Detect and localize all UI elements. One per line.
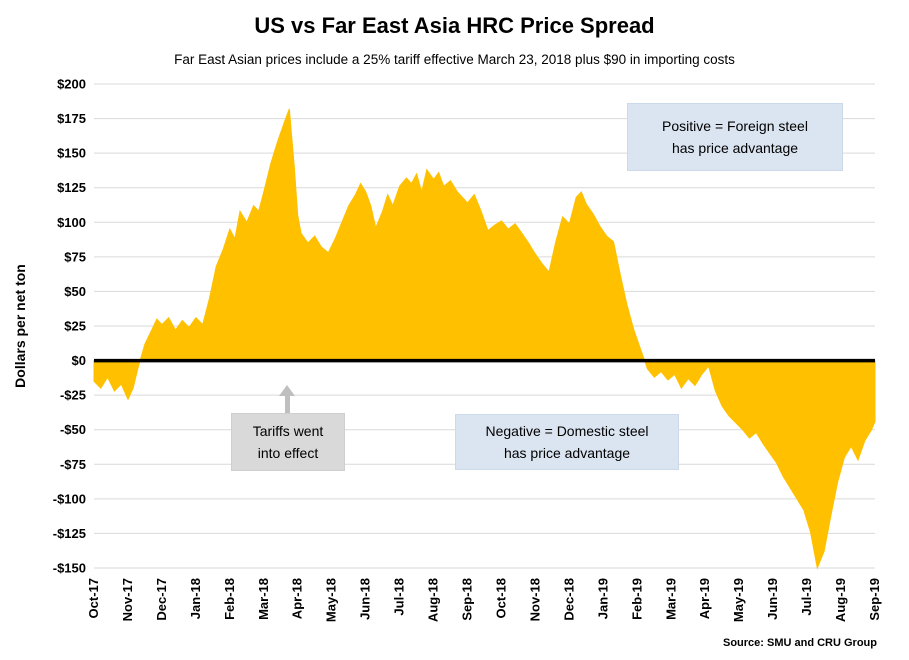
y-tick-label: -$150 [53,561,86,576]
x-tick-label: Dec-17 [154,578,169,621]
y-tick-label: -$50 [60,422,86,437]
positive-annotation-line1: Positive = Foreign steel [662,118,808,134]
positive-annotation-box: Positive = Foreign steel has price advan… [627,103,843,171]
x-tick-label: Jul-18 [392,578,407,616]
tariffs-up-arrow-icon [279,385,295,413]
positive-annotation-line2: has price advantage [671,140,799,156]
x-tick-label: Mar-19 [663,578,678,620]
chart-subtitle: Far East Asian prices include a 25% tari… [174,52,735,67]
arrow-head [279,385,295,396]
y-tick-label: -$25 [60,388,86,403]
y-tick-label: $75 [64,249,86,264]
negative-annotation-line2: has price advantage [503,445,631,461]
y-tick-label: $100 [57,215,86,230]
x-tick-label: Feb-18 [222,578,237,620]
chart-title: US vs Far East Asia HRC Price Spread [254,13,655,38]
x-tick-label: Nov-18 [527,578,542,621]
area-series [93,108,876,570]
x-tick-label: Jan-18 [188,578,203,619]
x-tick-label: Jan-19 [595,578,610,619]
x-tick-label: Jun-19 [765,578,780,620]
x-tick-label: Feb-19 [629,578,644,620]
arrow-stem [284,396,290,413]
x-tick-label: Sep-19 [867,578,882,621]
x-tick-label: Aug-18 [426,578,441,622]
negative-annotation-box: Negative = Domestic steel has price adva… [455,414,679,470]
x-tick-label: Jun-18 [358,578,373,620]
x-tick-label: Mar-18 [256,578,271,620]
x-tick-label: Dec-18 [561,578,576,621]
y-tick-label: -$125 [53,526,86,541]
x-tick-label: May-18 [324,578,339,622]
source-credit: Source: SMU and CRU Group [722,637,877,649]
tariffs-annotation-line2: into effect [257,445,319,461]
x-tick-label: Sep-18 [460,578,475,621]
x-tick-label: Apr-18 [290,578,305,619]
y-tick-label: $25 [64,319,86,334]
y-axis-title: Dollars per net ton [12,264,28,388]
tariffs-annotation-box: Tariffs went into effect [231,413,345,471]
x-tick-label: Apr-19 [697,578,712,619]
negative-annotation-line1: Negative = Domestic steel [485,423,649,439]
y-tick-label: $0 [72,353,86,368]
x-tick-label: Jul-19 [799,578,814,616]
y-tick-label: $125 [57,180,86,195]
x-tick-label: Oct-17 [86,578,101,618]
y-tick-label: $175 [57,111,86,126]
y-tick-label: -$100 [53,491,86,506]
x-tick-label: Aug-19 [833,578,848,622]
x-tick-label: Nov-17 [120,578,135,621]
y-tick-label: $200 [57,77,86,92]
y-tick-label: -$75 [60,457,86,472]
y-tick-label: $50 [64,284,86,299]
tariffs-annotation-line1: Tariffs went [252,423,324,439]
x-tick-label: Oct-18 [493,578,508,618]
y-tick-label: $150 [57,146,86,161]
x-tick-label: May-19 [731,578,746,622]
